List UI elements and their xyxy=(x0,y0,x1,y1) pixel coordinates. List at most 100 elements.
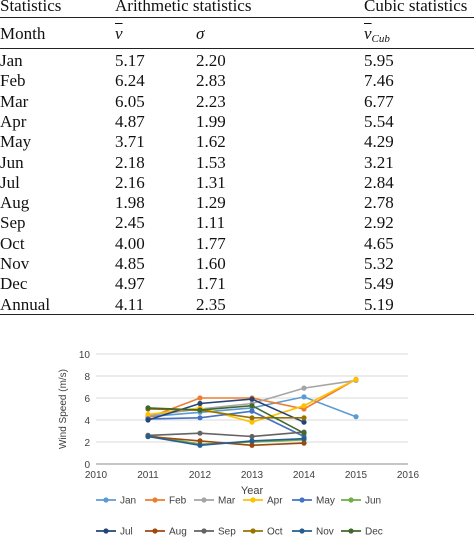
x-tick-label: 2012 xyxy=(189,470,212,481)
cell-sigma: 1.99 xyxy=(196,111,226,131)
cell-v-mean: 2.45 xyxy=(115,213,145,233)
data-point-mar xyxy=(301,385,307,391)
cell-sigma: 2.20 xyxy=(196,51,226,70)
cell-month: Nov xyxy=(0,254,30,273)
data-point-jul xyxy=(301,419,307,425)
legend-marker-nov xyxy=(299,528,305,534)
header-v-cubic-symbol: v xyxy=(364,24,372,43)
data-point-jul xyxy=(145,417,151,423)
series-line-sep xyxy=(147,431,305,438)
cell-month: Oct xyxy=(0,233,25,253)
cell-sigma: 1.29 xyxy=(196,193,226,213)
data-point-aug xyxy=(197,438,203,444)
data-point-dec xyxy=(249,403,255,409)
data-point-may xyxy=(197,415,203,421)
cell-month: Mar xyxy=(0,91,29,111)
data-point-apr xyxy=(353,376,359,382)
legend-label-mar: Mar xyxy=(218,496,236,507)
cell-v-mean: 2.18 xyxy=(115,152,145,172)
header-sigma: σ xyxy=(196,24,205,43)
cell-month: Jan xyxy=(0,51,23,70)
legend-label-jun: Jun xyxy=(365,496,381,507)
legend-label-apr: Apr xyxy=(267,496,283,507)
cell-sigma: 2.35 xyxy=(196,294,226,314)
wind-speed-chart: 0 2 4 6 8 10 2010 2011 2012 2013 2014 2015 2016 Year W… xyxy=(0,338,474,539)
data-point-apr xyxy=(145,411,151,418)
cell-month: Annual xyxy=(0,294,51,314)
data-point-aug xyxy=(249,442,255,448)
data-point-sep xyxy=(197,430,203,436)
cell-sigma: 1.53 xyxy=(196,152,226,172)
data-point-dec xyxy=(145,405,151,411)
cell-v-cubic: 5.54 xyxy=(364,111,394,131)
cell-v-mean: 3.71 xyxy=(115,132,145,152)
y-tick-label: 0 xyxy=(84,460,90,471)
header-v-cubic-subscript: Cub xyxy=(371,33,390,45)
cell-v-cubic: 4.29 xyxy=(364,132,394,152)
cell-sigma: 1.62 xyxy=(196,132,226,152)
cell-sigma: 1.11 xyxy=(196,213,226,233)
cell-v-cubic: 3.21 xyxy=(364,152,394,172)
legend-marker-aug xyxy=(152,528,158,534)
cell-v-cubic: 4.65 xyxy=(364,233,394,253)
cell-v-cubic: 2.92 xyxy=(364,213,394,233)
data-point-nov xyxy=(301,436,307,442)
cell-v-mean: 6.24 xyxy=(115,71,145,91)
cell-v-cubic: 2.78 xyxy=(364,193,394,213)
cell-month: May xyxy=(0,132,32,152)
header-month: Month xyxy=(0,24,46,43)
x-tick-label: 2010 xyxy=(85,470,108,481)
header-arithmetic: Arithmetic statistics xyxy=(115,0,252,15)
data-point-jan xyxy=(301,394,307,400)
legend-label-jan: Jan xyxy=(120,496,136,507)
table-rule-bottom xyxy=(0,314,474,315)
y-tick-label: 4 xyxy=(84,416,90,427)
y-tick-label: 10 xyxy=(79,350,91,361)
cell-v-cubic: 5.95 xyxy=(364,51,394,70)
legend-label-aug: Aug xyxy=(169,527,187,538)
cell-v-mean: 4.85 xyxy=(115,254,145,273)
cell-sigma: 2.83 xyxy=(196,71,226,91)
legend-label-may: May xyxy=(316,496,335,507)
cell-v-cubic: 5.32 xyxy=(364,254,394,273)
data-point-oct xyxy=(249,415,255,421)
table-rule-header xyxy=(0,48,474,49)
cell-sigma: 1.31 xyxy=(196,172,226,192)
y-tick-label: 2 xyxy=(84,438,90,449)
data-point-dec xyxy=(197,407,203,413)
data-point-sep xyxy=(249,433,255,440)
x-axis-label: Year xyxy=(241,485,264,497)
legend-marker-may xyxy=(299,497,305,503)
data-point-jul xyxy=(197,400,203,407)
data-point-may xyxy=(249,408,255,414)
cell-month: Jul xyxy=(0,172,20,192)
cell-v-mean: 6.05 xyxy=(115,91,145,111)
data-point-apr xyxy=(301,403,307,409)
legend-label-nov: Nov xyxy=(316,527,334,538)
legend-label-dec: Dec xyxy=(365,527,383,538)
header-v-mean: v xyxy=(115,24,123,43)
cell-v-cubic: 2.84 xyxy=(364,172,394,192)
y-tick-label: 8 xyxy=(84,372,90,383)
x-tick-label: 2013 xyxy=(241,470,264,481)
cell-sigma: 1.60 xyxy=(196,254,226,273)
cell-month: Dec xyxy=(0,274,28,294)
header-v-cubic: vCub xyxy=(364,24,390,49)
data-point-feb xyxy=(197,395,203,401)
cell-month: Sep xyxy=(0,213,26,233)
legend-marker-sep xyxy=(201,528,207,534)
legend-marker-dec xyxy=(348,528,354,534)
x-tick-label: 2011 xyxy=(137,470,159,481)
data-point-apr xyxy=(249,419,255,425)
data-point-nov xyxy=(145,433,151,440)
legend-marker-apr xyxy=(250,497,256,503)
y-axis-label: Wind Speed (m/s) xyxy=(58,369,69,449)
data-point-jul xyxy=(249,396,255,402)
cell-v-mean: 4.00 xyxy=(115,233,145,253)
x-tick-label: 2014 xyxy=(293,470,316,481)
legend-label-oct: Oct xyxy=(267,527,283,538)
series-line-jul xyxy=(147,398,305,423)
data-point-oct xyxy=(301,415,307,421)
legend-marker-oct xyxy=(250,528,256,534)
y-tick-label: 6 xyxy=(84,394,90,405)
